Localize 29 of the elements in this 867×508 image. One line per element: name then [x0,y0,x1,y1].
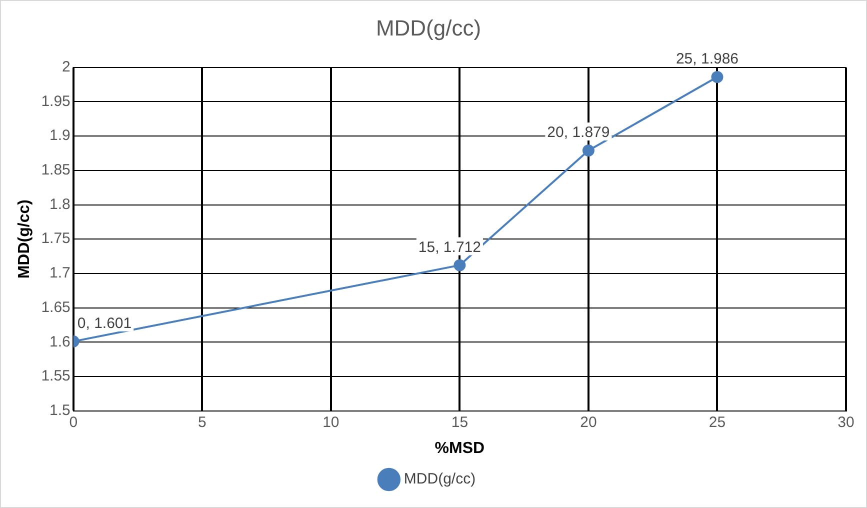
data-label: 15, 1.712 [418,238,481,256]
point [454,259,466,272]
x-tick-label: 0 [69,414,78,431]
x-tick-label: 25 [708,414,726,431]
point [582,144,594,157]
x-tick-label: 10 [322,414,340,431]
y-tick-label: 1.7 [50,264,70,282]
y-tick-label: 1.55 [41,368,70,385]
x-tick-label: 15 [451,414,468,431]
data-label: 0, 1.601 [77,315,132,332]
x-tick-label: 20 [580,414,597,431]
y-tick-label: 1.85 [41,162,70,179]
y-axis-title: MDD(g/cc) [16,200,34,279]
data-label: 25, 1.986 [676,50,739,68]
x-tick-label: 5 [198,414,206,431]
x-tick-label: 30 [838,414,854,431]
y-tick-label: 1.9 [50,127,70,144]
point [711,71,724,84]
y-tick-label: 1.75 [41,230,70,248]
chart-title: MDD(g/cc) [376,15,482,40]
y-tick-label: 2 [62,58,70,76]
y-tick-label: 1.95 [41,92,70,110]
y-tick-label: 1.8 [50,196,70,213]
legend-label: MDD(g/cc) [404,470,476,488]
data-label: 20, 1.879 [547,124,610,142]
x-axis-title: %MSD [434,440,485,457]
y-tick-label: 1.6 [50,333,70,350]
y-tick-label: 1.65 [41,298,70,316]
y-tick-label: 1.5 [50,402,70,419]
